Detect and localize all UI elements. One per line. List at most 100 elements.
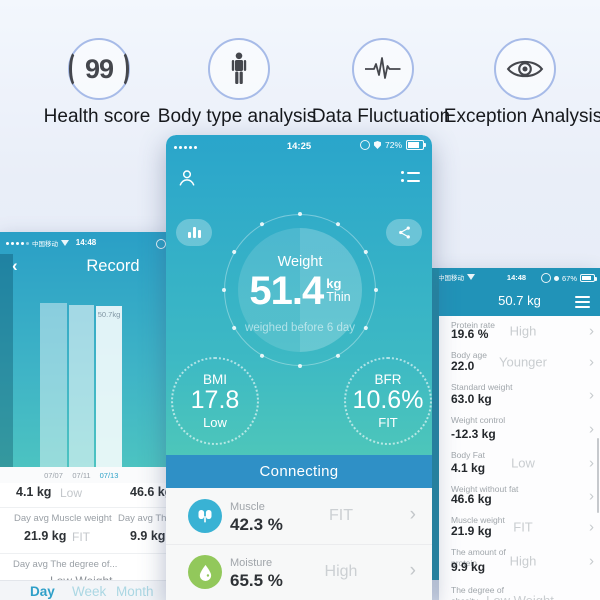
dial-tick [259, 353, 265, 359]
row-value: 63.0 kg [451, 392, 492, 406]
record-chart-bar[interactable]: 50.7kg [96, 306, 122, 467]
weight-value: 51.4 [249, 269, 324, 313]
moisture-icon [188, 555, 222, 589]
row-amount-of-protein[interactable]: The amount of protein 9.9 kg High › [439, 543, 600, 580]
scrollbar[interactable] [597, 438, 599, 513]
score-glyph: 99 [84, 53, 114, 84]
row-label: The degree of obesity [451, 585, 504, 600]
battery-percent: 72% [384, 140, 402, 150]
chevron-right-icon: › [589, 386, 594, 403]
row-value: 22.0 [451, 359, 475, 373]
shield-icon [373, 141, 381, 149]
feature-label: Exception Analysis [443, 106, 600, 127]
status-dot-icon [553, 275, 559, 281]
right-phone-detail-screen: 中国移动 14:48 67% 50.7 kg Protein rate 19.6… [439, 268, 600, 600]
row-degree-of-obesity[interactable]: The degree of obesity Low Weight › [439, 579, 600, 600]
row-status: Low [511, 455, 535, 471]
muscle-icon [188, 499, 222, 533]
day-muscle-status: FIT [72, 530, 90, 544]
history-chart-button[interactable] [176, 219, 212, 246]
day-obesity-label: Day avg The degree of... [13, 559, 118, 570]
tab-month[interactable]: Month [116, 584, 154, 599]
day-muscle-label: Day avg Muscle weight [14, 513, 112, 524]
chevron-right-icon: › [589, 595, 594, 600]
row-value: 9.9 kg [451, 560, 486, 574]
menu-list-icon[interactable] [401, 171, 420, 182]
health-score-icon: 99 [68, 38, 130, 100]
weight-status: Thin [326, 290, 351, 305]
chevron-right-icon: › [589, 454, 594, 472]
moisture-row[interactable]: Moisture 65.5 % High › [166, 544, 432, 600]
status-right-cluster: 67% [540, 273, 597, 283]
eye-icon [506, 60, 544, 78]
row-label: Muscle weight [451, 515, 505, 525]
row-protein-rate[interactable]: Protein rate 19.6 % High › [439, 316, 600, 347]
connecting-button[interactable]: Connecting [166, 455, 432, 488]
record-chart-bar[interactable] [69, 305, 94, 467]
day-fat-value: 4.1 kg [16, 485, 52, 499]
row-body-fat[interactable]: Body Fat 4.1 kg Low › [439, 446, 600, 481]
chart-date-label[interactable]: 07/07 [44, 471, 63, 480]
row-standard-weight[interactable]: Standard weight 63.0 kg › [439, 378, 600, 412]
tab-day[interactable]: Day [30, 584, 55, 599]
chevron-right-icon: › [409, 560, 416, 581]
arc-decor [68, 50, 84, 88]
row-label: Weight control [451, 415, 506, 425]
bmi-label: BMI [202, 372, 227, 388]
metrics-list: Muscle 42.3 % FIT › Moisture 65.5 % High… [166, 488, 432, 600]
tab-week[interactable]: Week [72, 584, 107, 599]
detail-rows: Protein rate 19.6 % High › Body age 22.0… [439, 316, 600, 600]
chevron-right-icon: › [589, 322, 594, 340]
record-bar-chart: 50.7kg [0, 232, 172, 467]
row-status: FIT [513, 519, 533, 535]
status-time: 14:25 [286, 141, 312, 152]
row-status: High [509, 553, 537, 569]
row-value: 4.1 kg [451, 461, 486, 475]
status-right-cluster: 72% [359, 140, 426, 150]
record-chart-bar[interactable] [40, 303, 67, 467]
row-label: Body age [451, 350, 487, 360]
chevron-right-icon: › [589, 420, 594, 437]
feature-label: Health score [43, 106, 151, 127]
row-label: Standard weight [451, 382, 513, 392]
weight-value-row: 51.4 kg Thin [224, 271, 376, 311]
row-label: The amount of protein [451, 547, 506, 568]
row-weight-control[interactable]: Weight control -12.3 kg › [439, 411, 600, 447]
profile-icon[interactable] [176, 167, 198, 189]
row-muscle-weight[interactable]: Muscle weight 21.9 kg FIT › [439, 511, 600, 544]
pulse-icon [365, 57, 401, 79]
status-time: 14:48 [506, 273, 527, 282]
day-protein-value: 9.9 kg [130, 529, 166, 543]
period-tabs: Day Week Month [0, 580, 172, 600]
share-button[interactable] [386, 219, 422, 246]
status-time: 14:48 [75, 238, 97, 247]
row-weight-without-fat[interactable]: Weight without fat 46.6 kg › [439, 480, 600, 512]
row-label: Protein rate [451, 320, 495, 330]
metric-label: Moisture [230, 557, 273, 569]
row-body-age[interactable]: Body age 22.0 Younger › [439, 346, 600, 379]
chevron-right-icon: › [589, 518, 594, 536]
day-stats-panel: 4.1 kg Low 46.6 kg Day avg Muscle weight… [0, 483, 172, 588]
feature-label: Body type analysis [157, 106, 317, 127]
day-muscle-value: 21.9 kg [24, 529, 67, 543]
person-icon [231, 52, 247, 84]
chart-date-label[interactable]: 07/11 [72, 471, 91, 480]
dial-tick [298, 364, 302, 368]
back-button[interactable]: ‹ [12, 256, 18, 275]
current-weight-title: 50.7 kg [498, 293, 541, 308]
bfr-circle: BFR 10.6% FIT [344, 357, 432, 445]
left-phone-record-screen: 中国移动 14:48 ‹ Record 50.7kg 07/07 07/11 07/… [0, 232, 172, 600]
right-status-bar: 中国移动 14:48 67% [439, 268, 600, 286]
carrier-label: 中国移动 [439, 275, 464, 282]
dial-tick [298, 212, 302, 216]
chart-date-label[interactable]: 07/13 [99, 471, 119, 480]
row-value: 46.6 kg [451, 492, 492, 506]
muscle-row[interactable]: Muscle 42.3 % FIT › [166, 488, 432, 545]
chart-date-axis: 07/07 07/11 07/13 [0, 467, 172, 483]
left-status-bar: 中国移动 14:48 [0, 232, 172, 254]
hamburger-menu-icon[interactable] [575, 296, 590, 308]
row-label: Weight without fat [451, 484, 519, 494]
chevron-right-icon: › [589, 353, 594, 371]
bar-chart-icon [187, 227, 201, 238]
